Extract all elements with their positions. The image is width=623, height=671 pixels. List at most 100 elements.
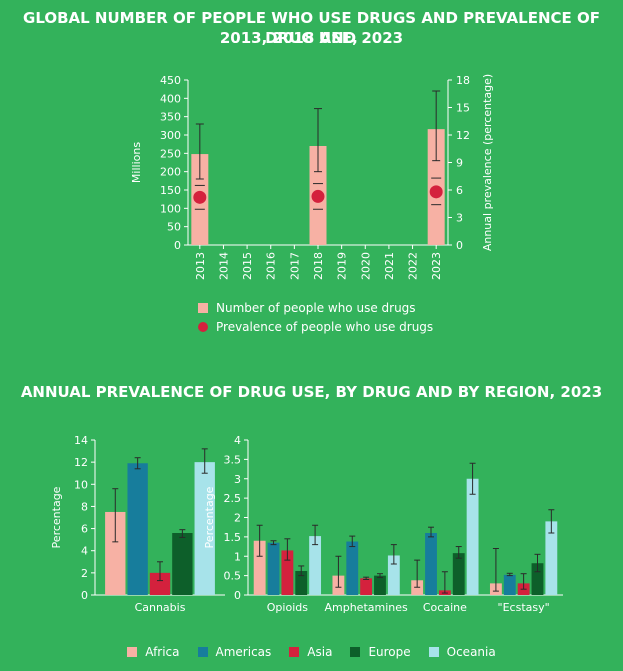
category-label: Opioids (267, 601, 308, 614)
y-tick-label: 8 (81, 500, 88, 513)
y-tick-label: 12 (74, 456, 88, 469)
bottom-chart-title: ANNUAL PREVALENCE OF DRUG USE, BY DRUG A… (20, 383, 603, 401)
x-tick-label: 2015 (241, 252, 254, 280)
legend-item-europe: Europe (350, 645, 411, 659)
people-and-prevalence-chart: 0 50 100 150 200 250 300 350 400 450 0 3 6 9 12 15 18 Mil… (130, 74, 494, 280)
bar-asia (281, 550, 294, 595)
category-label: "Ecstasy" (498, 601, 550, 614)
x-tick-label: 2017 (288, 252, 301, 280)
y-tick-label: 1.5 (224, 531, 242, 544)
right-tick-label: 3 (456, 212, 463, 225)
category-label: Cocaine (423, 601, 467, 614)
x-tick-label: 2020 (359, 252, 372, 280)
y-tick-label: 0.5 (224, 570, 242, 583)
category-label: Amphetamines (324, 601, 408, 614)
bar-americas (267, 542, 280, 595)
legend-swatch-oceania (428, 647, 439, 657)
top-chart-title-line1: GLOBAL NUMBER OF PEOPLE WHO USE DRUGS AN… (23, 9, 600, 47)
right-axis-title: Annual prevalence (percentage) (481, 74, 494, 251)
top-chart-title-line2: 2013, 2018 AND 2023 (219, 29, 404, 47)
right-tick-label: 9 (456, 157, 463, 170)
left-tick-label: 200 (160, 166, 181, 179)
bar-americas (346, 541, 359, 595)
region-legend: Africa Americas Asia Europe Oceania (0, 645, 623, 659)
left-tick-label: 0 (174, 239, 181, 252)
right-tick-label: 12 (456, 129, 470, 142)
x-tick-label: 2014 (217, 252, 230, 280)
y-tick-label: 0 (234, 589, 241, 602)
bar-oceania (466, 478, 479, 595)
bar-europe (452, 553, 465, 595)
bar-americas (503, 574, 516, 595)
prevalence-point (311, 189, 325, 203)
bar-europe (374, 575, 386, 595)
y-tick-label: 1 (234, 550, 241, 563)
legend-swatch-asia (289, 647, 300, 657)
legend-item-americas: Americas (197, 645, 272, 659)
left-tick-label: 350 (160, 111, 181, 124)
legend-swatch-europe (350, 647, 361, 657)
left-tick-label: 250 (160, 147, 181, 160)
bar-europe (172, 533, 193, 595)
right-tick-label: 6 (456, 184, 463, 197)
prevalence-point (429, 185, 443, 199)
bar-africa (105, 511, 126, 595)
bar-americas (127, 463, 148, 595)
y-tick-label: 6 (81, 523, 88, 536)
y-tick-label: 14 (74, 434, 88, 447)
prevalence-point (193, 190, 207, 204)
x-tick-label: 2021 (383, 252, 396, 280)
legend-swatch-americas (197, 647, 208, 657)
bar-oceania (194, 462, 215, 595)
bar-oceania (387, 555, 400, 595)
legend-label-europe: Europe (368, 645, 411, 659)
legend-dot-prevalence (198, 322, 208, 332)
left-tick-label: 50 (167, 221, 181, 234)
y-tick-label: 2 (81, 567, 88, 580)
x-tick-label: 2018 (312, 252, 325, 280)
x-tick-label: 2016 (265, 252, 278, 280)
left-tick-label: 100 (160, 202, 181, 215)
legend-item-people: Number of people who use drugs (198, 301, 416, 315)
legend-label-americas: Americas (215, 645, 272, 659)
y-tick-label: 4 (234, 434, 241, 447)
legend-label-people: Number of people who use drugs (216, 301, 416, 315)
legend-item-prevalence: Prevalence of people who use drugs (198, 320, 433, 334)
legend-swatch-people (198, 303, 208, 313)
y-tick-label: 2.5 (224, 492, 242, 505)
left-axis-title: Millions (130, 142, 143, 183)
bar-oceania (309, 536, 322, 595)
left-tick-label: 400 (160, 92, 181, 105)
x-tick-label: 2013 (194, 252, 207, 280)
x-tick-label: 2023 (430, 252, 443, 280)
bar-europe (531, 563, 544, 595)
legend-label-asia: Asia (307, 645, 333, 659)
y-axis-title: Percentage (203, 486, 216, 548)
legend-item-africa: Africa (127, 645, 180, 659)
y-tick-label: 2 (234, 512, 241, 525)
bar-americas (425, 533, 437, 595)
bar-asia (149, 572, 171, 595)
y-tick-label: 3.5 (224, 453, 242, 466)
left-tick-label: 450 (160, 74, 181, 87)
cannabis-prevalence-chart: 0 2 4 6 8 10 12 14 Percentage Cannabis (50, 434, 225, 614)
legend-label-prevalence: Prevalence of people who use drugs (216, 320, 434, 334)
x-tick-label: 2019 (336, 252, 349, 280)
category-label: Cannabis (135, 601, 186, 614)
y-tick-label: 0 (81, 589, 88, 602)
legend-label-oceania: Oceania (446, 645, 496, 659)
left-tick-label: 150 (160, 184, 181, 197)
x-tick-label: 2022 (407, 252, 420, 280)
legend-item-oceania: Oceania (428, 645, 496, 659)
bar-europe (295, 570, 308, 595)
right-tick-label: 15 (456, 102, 470, 115)
legend-item-asia: Asia (289, 645, 332, 659)
y-tick-label: 3 (234, 473, 241, 486)
legend-swatch-africa (127, 647, 138, 657)
right-tick-label: 18 (456, 74, 470, 87)
y-tick-label: 4 (81, 545, 88, 558)
bar-asia (360, 578, 373, 595)
bar-oceania (545, 521, 558, 595)
bar-africa (253, 540, 266, 595)
